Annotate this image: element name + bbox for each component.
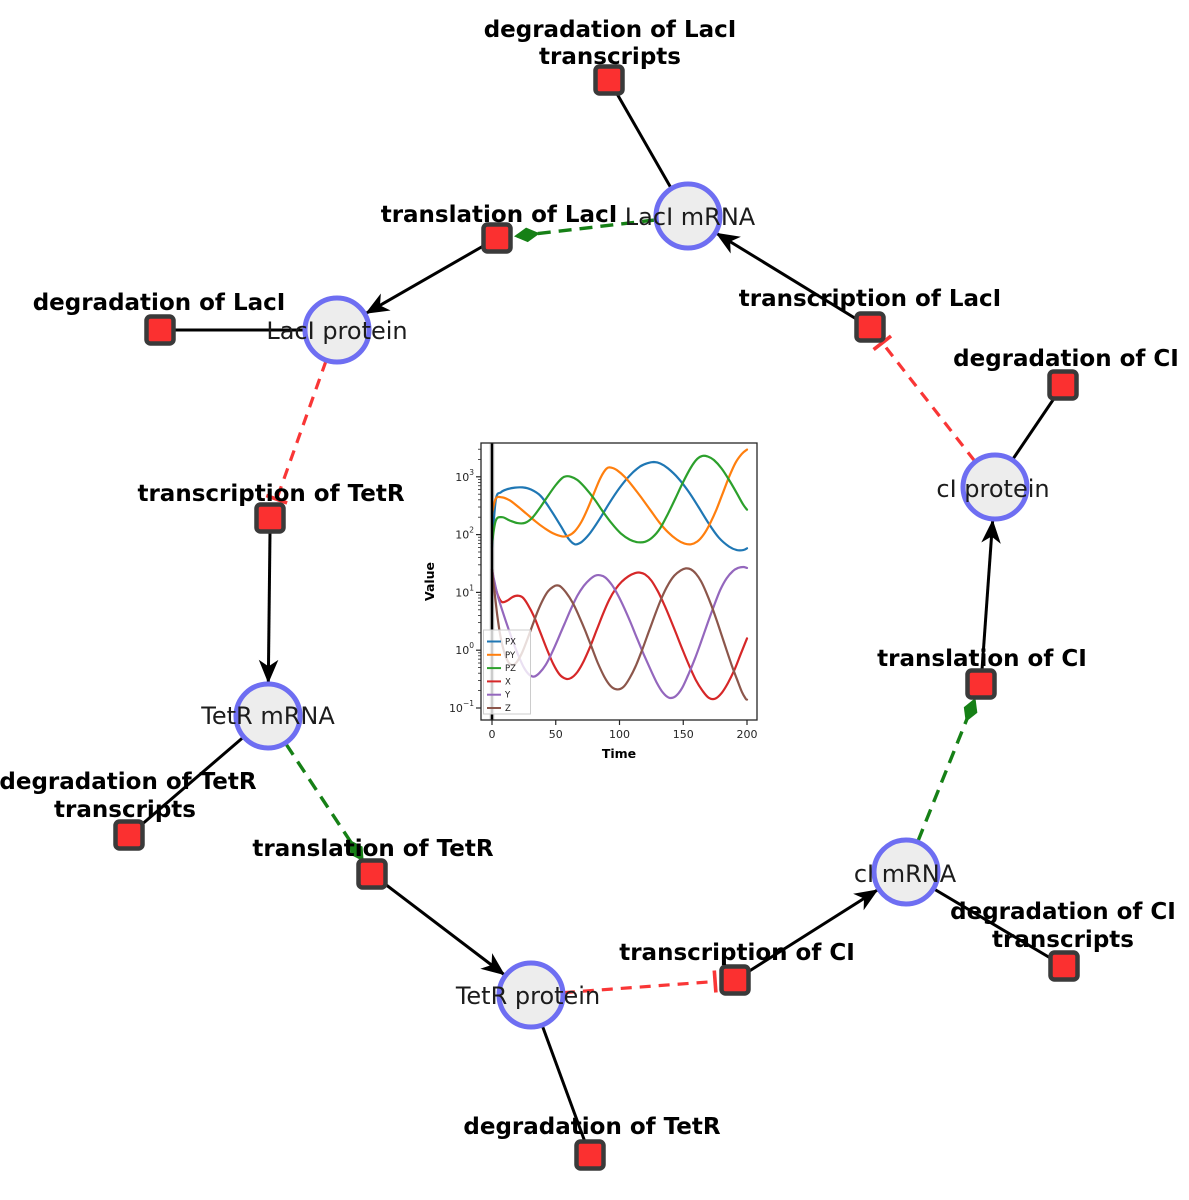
x-tick-label: 100	[609, 728, 630, 741]
inhibition-tbar-transcription-laci	[872, 334, 893, 352]
reaction-node-translation-of-tetr	[356, 858, 388, 890]
modifier-edge-ci-mrna-to-translation-ci	[916, 697, 978, 842]
reaction-node-degradation-of-tetr-transcripts	[113, 819, 145, 851]
y-tick-label: 100	[455, 641, 474, 657]
reaction-label: transcription of TetR	[137, 481, 404, 507]
inhibition-edge-tetr-protein-to-transcription-ci	[563, 979, 716, 995]
x-tick-label: 0	[489, 728, 496, 741]
edge-transcription-laci-to-laci-mrna	[715, 231, 859, 322]
series-X-line	[490, 568, 749, 701]
legend-label-Y: Y	[504, 691, 511, 701]
edge-translation-ci-to-ci-protein	[980, 519, 1001, 671]
edge-tetrmrna-to-deg-tetr-transcripts	[139, 736, 244, 828]
series-PZ-line	[490, 454, 749, 545]
species-label: cI mRNA	[854, 860, 957, 888]
y-tick-label: 101	[455, 583, 474, 599]
inset-timecourse-chart: 0 50 100 150 200 10−1 100 101 102 103 Time Value PX P…	[422, 442, 758, 761]
reaction-label: degradation of CI	[953, 346, 1179, 372]
edge-translation-tetr-to-tetr-protein	[382, 881, 506, 977]
reaction-node-degradation-of-ci	[1047, 369, 1079, 401]
reaction-label: transcripts	[539, 44, 681, 70]
species-label: TetR mRNA	[200, 702, 335, 730]
modifier-edge-laci-mrna-to-translation-laci	[514, 218, 656, 243]
reaction-node-translation-of-ci	[965, 668, 997, 700]
legend-label-X: X	[505, 677, 511, 687]
x-tick-label: 200	[737, 728, 758, 741]
inhibition-edges	[265, 334, 976, 995]
reaction-label: translation of LacI	[381, 202, 618, 228]
reaction-label: transcription of CI	[619, 940, 855, 966]
reaction-node-degradation-of-laci-transcripts	[593, 64, 625, 96]
modifier-edge-tetr-mrna-to-translation-tetr	[284, 743, 364, 862]
species-label: LacI protein	[266, 317, 407, 345]
species-label: cI protein	[936, 475, 1049, 503]
reaction-label: degradation of LacI	[484, 17, 737, 43]
reaction-label: degradation of TetR	[463, 1114, 720, 1140]
reaction-label: degradation of LacI	[33, 290, 286, 316]
legend-label-PZ: PZ	[505, 664, 516, 674]
edge-ciprotein-to-deg-ci	[1011, 396, 1057, 460]
edge-transcription-ci-to-ci-mrna	[746, 888, 879, 974]
series-PX-line	[490, 460, 749, 552]
legend-label-PY: PY	[505, 651, 516, 661]
y-tick-label: 103	[455, 468, 474, 484]
edge-tetrprotein-to-deg-tetr	[540, 1025, 587, 1143]
legend-label-PX: PX	[505, 638, 516, 648]
reaction-node-translation-of-laci	[481, 222, 513, 254]
edge-translation-laci-to-laci-protein	[364, 243, 486, 315]
y-tick-label: 10−1	[449, 699, 474, 715]
reaction-node-degradation-of-ci-transcripts	[1048, 950, 1080, 982]
reaction-node-transcription-of-tetr	[254, 502, 286, 534]
reaction-label: transcripts	[992, 927, 1134, 953]
inhibition-edge-laci-protein-to-transcription-tetr	[275, 360, 328, 500]
reaction-label: translation of CI	[877, 646, 1087, 672]
reaction-nodes	[113, 64, 1080, 1171]
legend-frame	[483, 629, 531, 715]
reaction-node-degradation-of-laci	[144, 314, 176, 346]
reaction-labels: degradation of LacI transcripts translat…	[0, 17, 1179, 1140]
species-node-tetr-mrna	[233, 681, 303, 751]
reaction-label: transcription of LacI	[739, 286, 1002, 312]
species-node-ci-mrna	[871, 837, 941, 907]
series-PY-line	[490, 448, 749, 546]
y-tick-label: 102	[455, 526, 474, 542]
y-axis-label: Value	[422, 562, 437, 601]
species-node-laci-protein	[302, 295, 372, 365]
activation-edges	[284, 218, 978, 862]
legend-label-Z: Z	[505, 704, 511, 714]
species-node-ci-protein	[960, 452, 1030, 522]
species-nodes	[233, 181, 1030, 1030]
inhibition-edge-ci-protein-to-transcription-laci	[881, 341, 976, 462]
reaction-edges	[139, 91, 1057, 1143]
reaction-node-degradation-of-tetr	[574, 1139, 606, 1171]
edge-transcription-tetr-to-tetr-mrna	[258, 531, 279, 684]
reaction-label: degradation of TetR	[0, 769, 257, 795]
edge-cimrna-to-deg-ci-transcripts	[933, 887, 1053, 961]
reaction-label: translation of TetR	[252, 836, 493, 862]
species-node-laci-mrna	[653, 181, 723, 251]
species-labels: LacI mRNA LacI protein cI protein TetR m…	[200, 203, 1049, 1010]
x-tick-label: 50	[549, 728, 563, 741]
species-label: LacI mRNA	[625, 203, 756, 231]
x-tick-label: 150	[673, 728, 694, 741]
reaction-label: transcripts	[54, 797, 196, 823]
reaction-node-transcription-of-laci	[854, 311, 886, 343]
reaction-label: degradation of CI	[950, 899, 1176, 925]
edge-lacimrna-to-deg-laci-transcripts	[614, 91, 673, 189]
inhibition-tbar-transcription-tetr	[265, 493, 288, 505]
species-label: TetR protein	[455, 982, 600, 1010]
x-axis-label: Time	[602, 746, 636, 761]
species-node-tetr-protein	[496, 960, 566, 1030]
inhibition-tbar-transcription-ci	[712, 970, 718, 993]
reaction-node-transcription-of-ci	[719, 964, 751, 996]
